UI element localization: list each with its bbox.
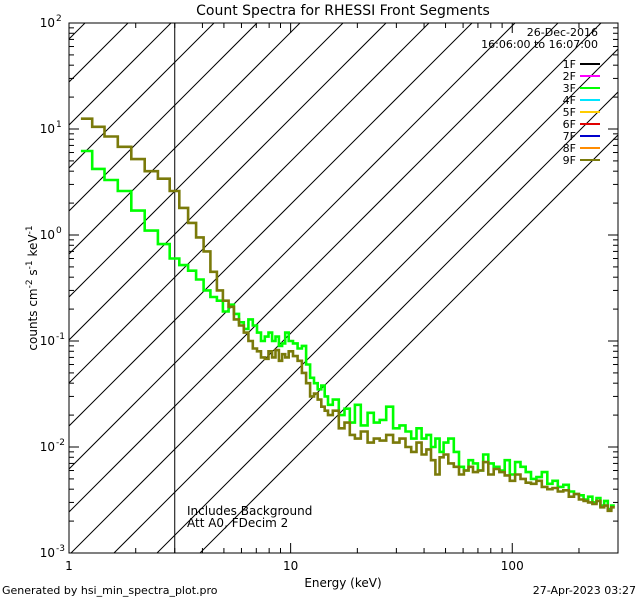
hatch-line <box>69 23 387 341</box>
y-tick-exponent: -2 <box>56 438 65 448</box>
legend-label-5F: 5F <box>563 106 576 119</box>
footer-timestamp: 27-Apr-2023 03:27 <box>533 584 636 597</box>
hatch-line <box>156 91 618 553</box>
y-tick-exponent: 2 <box>56 14 62 24</box>
hatch-line <box>69 23 344 298</box>
legend-date: 26-Dec-2016 <box>527 26 598 39</box>
hatch-line <box>113 48 618 553</box>
legend-label-4F: 4F <box>563 94 576 107</box>
chart-title: Count Spectra for RHESSI Front Segments <box>196 3 490 19</box>
y-tick-exponent: 1 <box>56 120 62 130</box>
x-tick-label: 10 <box>283 559 298 573</box>
y-tick-exponent: -3 <box>56 544 65 554</box>
series-group <box>80 117 615 513</box>
legend-label-9F: 9F <box>563 154 576 167</box>
legend-label-7F: 7F <box>563 130 576 143</box>
x-tick-label: 100 <box>501 559 524 573</box>
y-tick-label: 10 <box>40 334 55 348</box>
hatch-line <box>69 23 172 126</box>
hatch-line <box>69 23 516 470</box>
annotation-background: Includes Background <box>187 504 312 518</box>
y-tick-label: 10 <box>40 122 55 136</box>
y-axis-label: counts cm-2 s-1 keV-1 <box>25 225 40 350</box>
y-tick-exponent: -1 <box>56 332 65 342</box>
hatched-region <box>0 13 618 553</box>
hatch-line <box>69 23 559 513</box>
hatch-line <box>69 23 473 427</box>
hatch-line <box>69 23 301 255</box>
hatch-line <box>69 23 215 169</box>
hatch-line <box>0 13 9 553</box>
legend-label-6F: 6F <box>563 118 576 131</box>
hatch-line <box>69 23 86 40</box>
y-tick-exponent: 0 <box>56 226 62 236</box>
legend-label-2F: 2F <box>563 70 576 83</box>
y-tick-label: 10 <box>40 228 55 242</box>
hatch-line <box>199 134 618 553</box>
legend-label-1F: 1F <box>563 58 576 71</box>
y-tick-label: 10 <box>40 16 55 30</box>
hatch-line <box>69 23 258 212</box>
footer-generated-by: Generated by hsi_min_spectra_plot.pro <box>2 584 218 597</box>
x-tick-label: 1 <box>65 559 73 573</box>
series-9F <box>80 117 615 513</box>
legend-label-3F: 3F <box>563 82 576 95</box>
plot-frame <box>68 22 619 554</box>
legend-time-range: 16:06:00 to 16:07:00 <box>481 38 598 51</box>
y-tick-label: 10 <box>40 546 55 560</box>
hatch-line <box>69 23 430 384</box>
legend-label-8F: 8F <box>563 142 576 155</box>
annotation-attenuator: Att A0, FDecim 2 <box>187 516 288 530</box>
x-axis-label: Energy (keV) <box>304 576 381 590</box>
y-tick-label: 10 <box>40 440 55 454</box>
hatch-line <box>70 23 602 553</box>
